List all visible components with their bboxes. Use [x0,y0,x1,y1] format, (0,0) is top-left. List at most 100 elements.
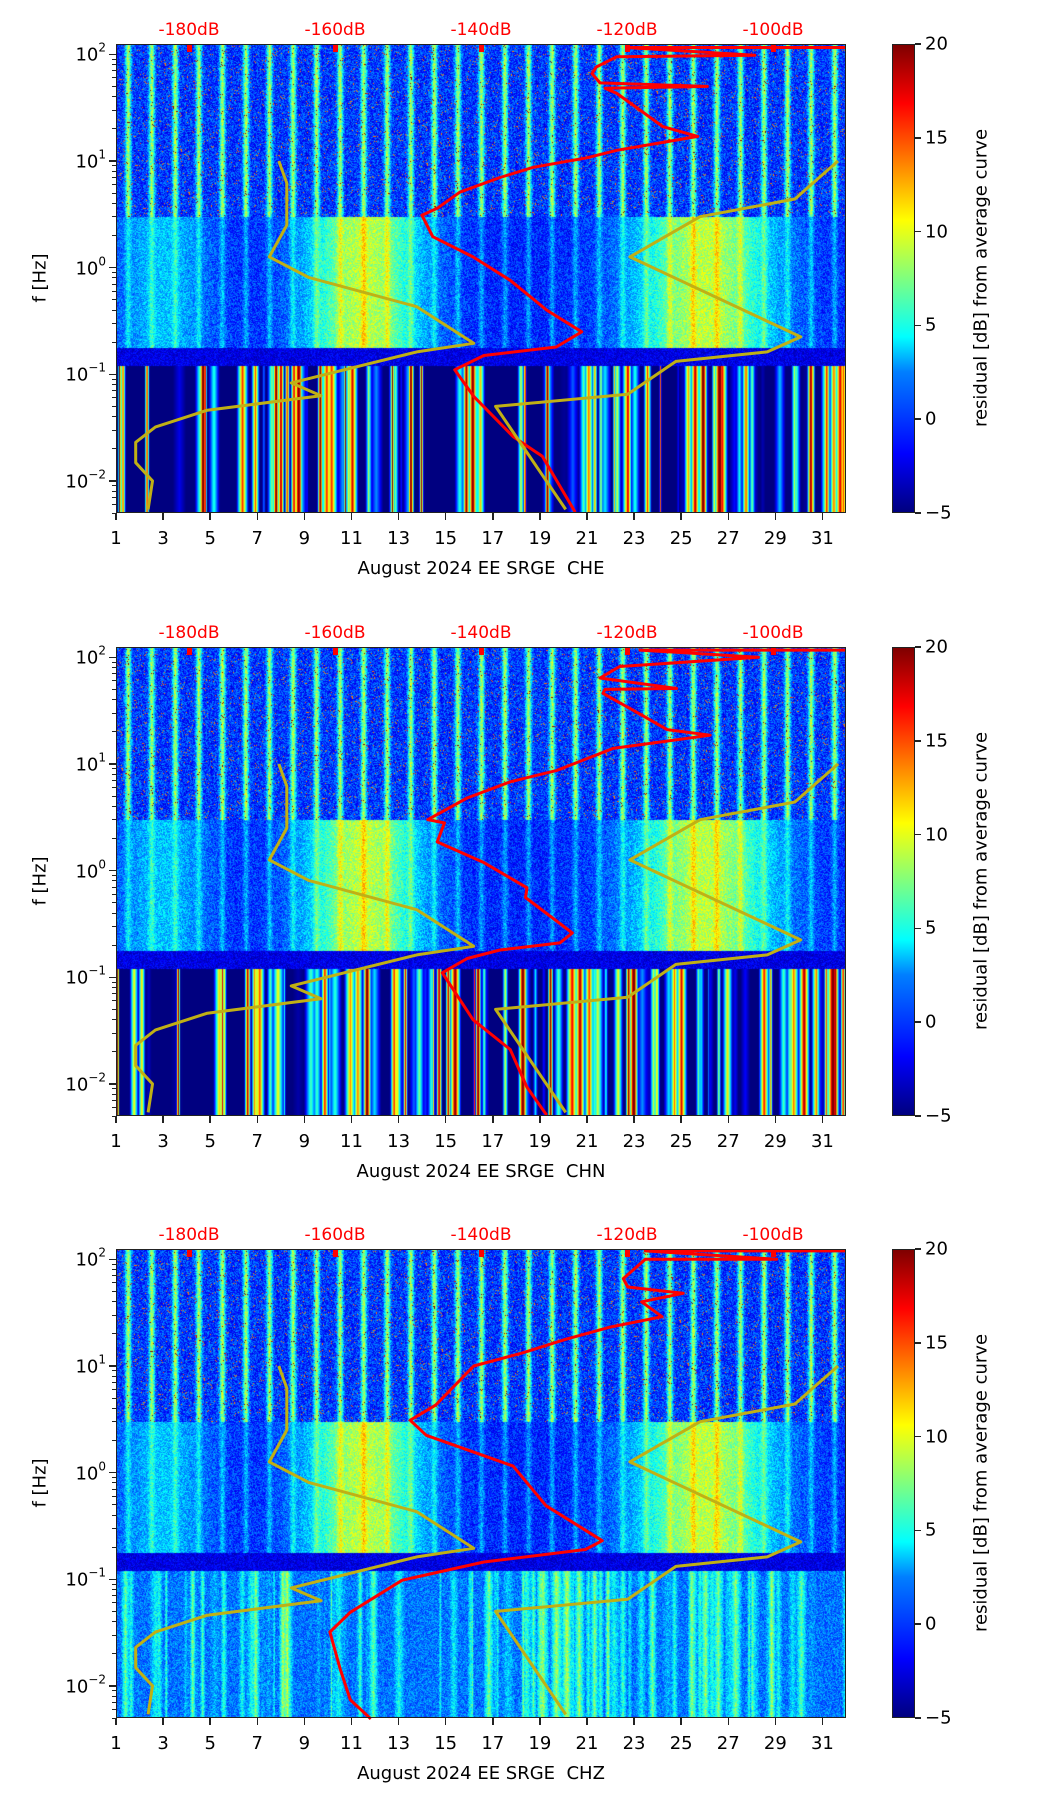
colorbar-tick-label: 15 [925,730,948,752]
y-minor-tick [112,429,116,431]
colorbar-tick [915,1248,921,1250]
x-tick-label: 31 [810,1733,834,1754]
x-tick [303,513,306,520]
y-minor-tick [112,77,116,79]
y-minor-tick [112,779,116,781]
x-tick [397,513,400,520]
colorbar [892,44,915,513]
y-minor-tick [112,1397,116,1399]
y-major-tick [109,1578,116,1580]
y-minor-tick [112,384,116,386]
y-tick-base: 10 [65,1676,89,1698]
y-tick-base: 10 [65,967,89,989]
y-minor-tick [112,1333,116,1335]
spectrogram-panel-2: -180dB -160dB -140dB -120dB -100dB 102 101 100 1… [0,603,1052,1206]
x-tick [350,1116,353,1123]
x-tick-label: 23 [622,1131,646,1152]
y-minor-tick [112,699,116,701]
x-tick [350,1718,353,1725]
x-tick-label: 17 [481,528,505,549]
y-minor-tick [112,512,116,514]
x-tick [633,513,635,520]
y-tick-label: 10−1 [65,964,106,989]
y-minor-tick [112,1701,116,1703]
y-minor-tick [112,838,116,839]
x-tick [680,513,682,520]
x-tick-label: 7 [251,528,264,549]
y-minor-tick [112,1051,116,1053]
x-tick-label: 11 [340,528,363,549]
y-tick-exponent: 2 [98,1245,106,1260]
y-major-tick [109,1365,116,1367]
y-tick-label: 10−2 [65,1672,106,1697]
x-tick [727,1116,729,1123]
x-tick-label: 11 [340,1131,363,1152]
y-tick-base: 10 [75,44,99,66]
y-minor-tick [112,397,116,399]
x-tick [492,1116,494,1123]
y-minor-tick [112,731,116,733]
y-minor-tick [112,1290,116,1292]
x-tick [539,513,541,520]
y-minor-tick [112,1421,116,1423]
x-tick [633,1116,635,1123]
y-tick-exponent: 2 [98,40,106,55]
y-minor-tick [112,1381,116,1383]
db-scale-label: -140dB [450,20,512,40]
y-tick-exponent: 0 [98,856,106,871]
db-scale-marker [625,45,630,52]
y-tick-label: 10−1 [65,361,106,386]
x-tick-label: 19 [528,528,552,549]
x-tick-label: 19 [528,1733,552,1754]
y-tick-exponent: 2 [98,643,106,658]
db-scale-marker [771,45,776,52]
y-tick-label: 100 [75,1459,106,1484]
y-minor-tick [112,184,116,186]
colorbar-tick-label: 20 [925,636,948,658]
y-minor-tick [112,944,116,946]
y-major-tick [109,976,116,978]
y-minor-tick [112,805,116,807]
y-minor-tick [112,1690,116,1692]
db-scale-marker [771,1250,776,1257]
y-minor-tick [112,1583,116,1585]
colorbar-tick-label: 5 [925,1519,937,1541]
x-tick [492,1718,494,1725]
colorbar-tick-label: −5 [925,1707,952,1729]
y-major-tick [109,1083,116,1085]
colorbar-tick-label: 0 [925,1011,937,1033]
y-tick-base: 10 [75,1356,99,1378]
y-tick-exponent: 0 [98,253,106,268]
x-tick-label: 7 [251,1131,264,1152]
x-tick [444,1116,447,1123]
y-minor-tick [112,271,116,273]
x-tick-label: 1 [110,1131,122,1152]
y-major-tick [109,869,116,872]
y-minor-tick [112,1375,116,1377]
y-minor-tick [112,1032,116,1034]
y-minor-tick [112,283,116,285]
y-minor-tick [112,309,116,311]
y-minor-tick [112,1634,116,1636]
colorbar-tick-label: 10 [925,1426,948,1448]
x-tick-label: 25 [669,1131,693,1152]
db-scale-label: -100dB [742,20,804,40]
db-scale-label: -160dB [304,20,366,40]
y-minor-tick [112,58,116,60]
colorbar-tick [915,1021,921,1023]
colorbar-tick [915,1342,921,1344]
db-scale-label: -120dB [596,1225,658,1245]
x-axis-title: August 2024 EE SRGE CHZ [357,1763,605,1784]
x-tick-label: 15 [434,528,458,549]
x-tick [821,1116,824,1123]
x-tick-label: 3 [157,528,169,549]
y-minor-tick [112,416,116,418]
y-tick-exponent: 1 [98,1352,106,1367]
y-minor-tick [112,912,116,914]
colorbar-tick [915,137,921,139]
x-tick-label: 23 [622,1733,646,1754]
db-scale-label: -180dB [158,1225,220,1245]
y-minor-tick [112,1093,116,1095]
x-tick-label: 5 [204,1131,216,1152]
spectrogram-plot [116,44,846,513]
